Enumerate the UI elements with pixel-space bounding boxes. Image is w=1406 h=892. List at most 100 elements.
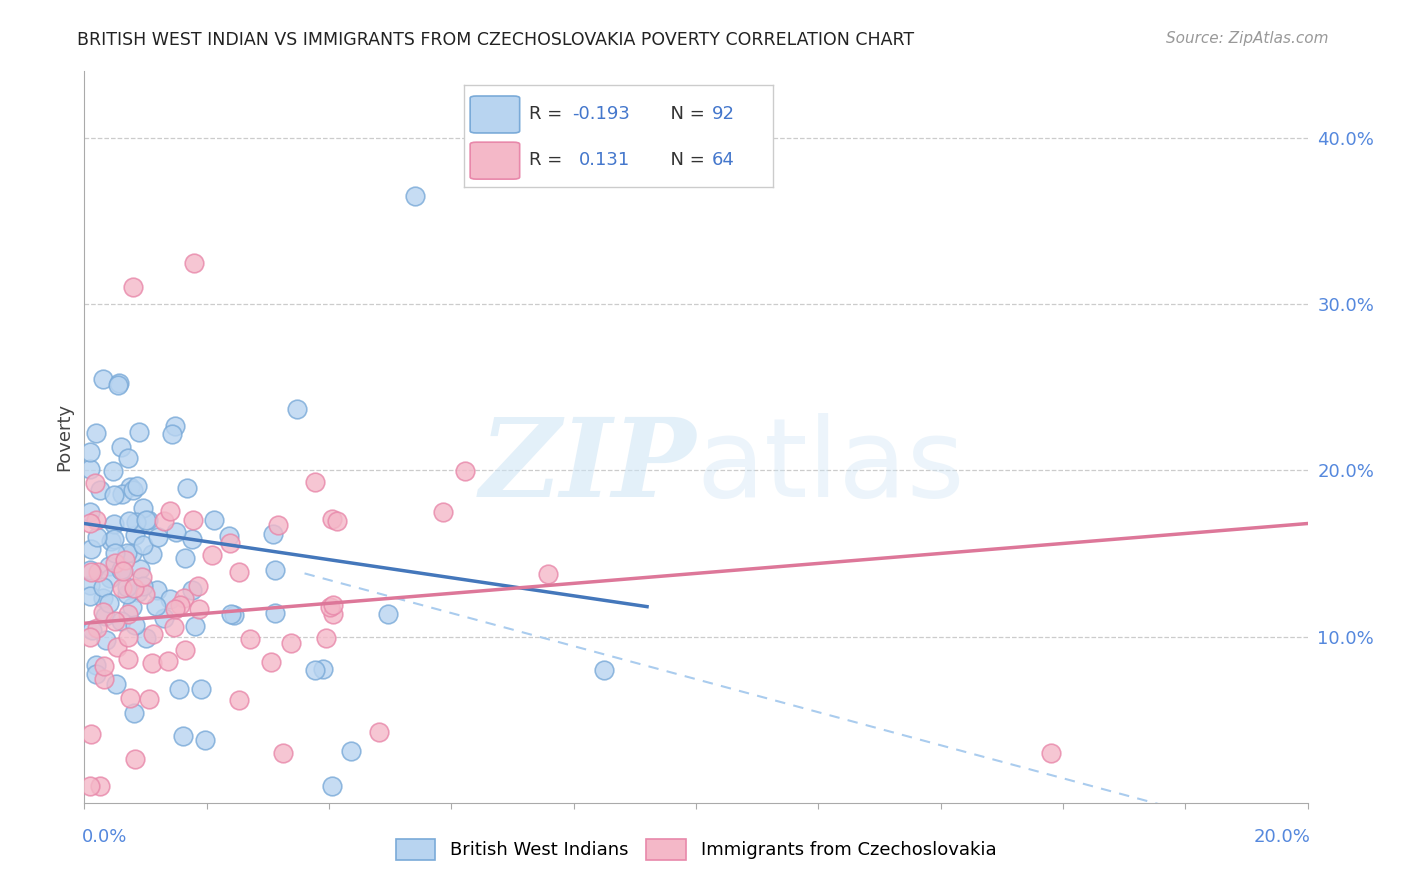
Point <box>79 779 101 793</box>
Point <box>319 600 342 615</box>
Point <box>340 744 363 758</box>
Point <box>266 517 288 532</box>
Point <box>264 607 287 621</box>
Text: 20.0%: 20.0% <box>1254 828 1310 846</box>
Text: 0.0%: 0.0% <box>82 828 127 846</box>
Point <box>117 607 139 621</box>
Point <box>115 586 138 600</box>
Point <box>167 682 190 697</box>
Point <box>103 516 125 531</box>
Point <box>117 630 139 644</box>
Point <box>122 706 145 720</box>
Point <box>101 464 124 478</box>
Point <box>104 614 127 628</box>
Point <box>176 482 198 496</box>
Point <box>183 513 205 527</box>
Point <box>183 255 205 269</box>
Point <box>153 610 176 624</box>
Point <box>134 587 156 601</box>
Point <box>159 504 181 518</box>
Point <box>84 513 107 527</box>
Point <box>180 532 202 546</box>
Point <box>326 514 349 528</box>
Point <box>117 514 139 528</box>
Text: R =: R = <box>529 151 568 169</box>
Point <box>173 642 195 657</box>
Point <box>86 530 108 544</box>
Point <box>304 475 326 489</box>
Point <box>120 480 142 494</box>
Point <box>146 582 169 597</box>
Point <box>79 563 101 577</box>
Point <box>322 607 344 621</box>
Point <box>110 614 132 628</box>
Point <box>118 690 141 705</box>
Y-axis label: Poverty: Poverty <box>55 403 73 471</box>
Point <box>79 505 101 519</box>
Point <box>93 659 115 673</box>
Point <box>152 514 174 528</box>
Point <box>112 564 135 578</box>
Point <box>79 631 101 645</box>
Point <box>104 546 127 560</box>
Point <box>169 598 191 612</box>
Text: N =: N = <box>659 105 710 123</box>
Point <box>135 631 157 645</box>
Point <box>94 609 117 624</box>
Point <box>132 579 155 593</box>
Point <box>103 532 125 546</box>
Point <box>110 440 132 454</box>
Point <box>321 511 343 525</box>
Point <box>367 725 389 739</box>
Point <box>94 632 117 647</box>
Point <box>91 605 114 619</box>
Point <box>122 280 145 294</box>
Point <box>312 662 335 676</box>
Point <box>79 462 101 476</box>
Point <box>262 527 284 541</box>
Point <box>165 524 187 539</box>
Text: 92: 92 <box>711 105 734 123</box>
Point <box>280 636 302 650</box>
Point <box>93 672 115 686</box>
Point <box>1039 746 1062 760</box>
Point <box>124 527 146 541</box>
Point <box>315 631 337 645</box>
Point <box>107 378 129 392</box>
Point <box>97 596 120 610</box>
Text: -0.193: -0.193 <box>572 105 630 123</box>
Point <box>93 591 115 605</box>
Point <box>111 487 134 501</box>
Point <box>593 663 616 677</box>
Point <box>80 624 103 638</box>
FancyBboxPatch shape <box>470 142 520 179</box>
Point <box>84 666 107 681</box>
Point <box>194 733 217 747</box>
Point <box>110 563 132 577</box>
Point <box>181 583 204 598</box>
Point <box>304 663 326 677</box>
Point <box>163 418 186 433</box>
Point <box>172 729 194 743</box>
Point <box>132 537 155 551</box>
Point <box>79 589 101 603</box>
Point <box>89 483 111 498</box>
Text: BRITISH WEST INDIAN VS IMMIGRANTS FROM CZECHOSLOVAKIA POVERTY CORRELATION CHART: BRITISH WEST INDIAN VS IMMIGRANTS FROM C… <box>77 31 914 49</box>
Point <box>100 533 122 548</box>
Point <box>121 600 143 615</box>
Point <box>98 559 121 574</box>
Text: ZIP: ZIP <box>479 413 696 520</box>
Point <box>321 779 343 793</box>
Point <box>79 541 101 556</box>
Point <box>224 607 246 622</box>
Point <box>114 553 136 567</box>
Point <box>537 567 560 582</box>
Point <box>187 579 209 593</box>
Point <box>202 513 225 527</box>
Point <box>84 658 107 673</box>
Point <box>264 564 287 578</box>
Point <box>138 692 160 706</box>
Point <box>142 627 165 641</box>
Point <box>79 578 101 592</box>
Point <box>187 602 209 616</box>
